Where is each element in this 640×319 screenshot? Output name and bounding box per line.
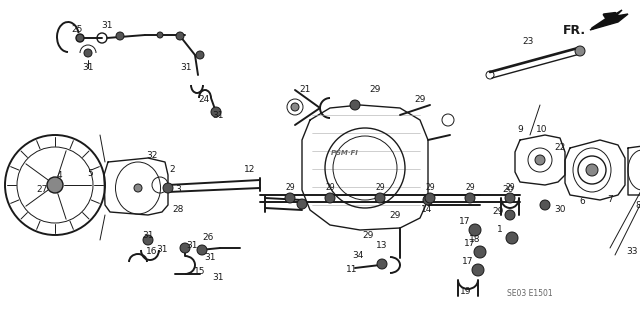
Text: 32: 32 bbox=[147, 151, 157, 160]
Text: 14: 14 bbox=[421, 205, 433, 214]
Circle shape bbox=[291, 103, 299, 111]
Circle shape bbox=[157, 32, 163, 38]
Text: 10: 10 bbox=[536, 125, 548, 135]
Text: 29: 29 bbox=[389, 211, 401, 219]
Text: 31: 31 bbox=[180, 63, 192, 72]
Circle shape bbox=[285, 193, 295, 203]
Text: 11: 11 bbox=[346, 265, 358, 275]
Text: 29: 29 bbox=[375, 183, 385, 192]
Text: 17: 17 bbox=[460, 218, 471, 226]
Circle shape bbox=[47, 177, 63, 193]
Circle shape bbox=[575, 46, 585, 56]
Text: 30: 30 bbox=[554, 205, 566, 214]
Circle shape bbox=[425, 193, 435, 203]
Text: 25: 25 bbox=[71, 26, 83, 34]
Text: 31: 31 bbox=[142, 231, 154, 240]
Circle shape bbox=[472, 264, 484, 276]
Text: 31: 31 bbox=[83, 63, 93, 72]
Circle shape bbox=[586, 164, 598, 176]
Text: 31: 31 bbox=[212, 110, 224, 120]
Circle shape bbox=[211, 107, 221, 117]
Circle shape bbox=[377, 259, 387, 269]
Text: 7: 7 bbox=[607, 196, 613, 204]
Text: 15: 15 bbox=[195, 268, 205, 277]
Text: FR.: FR. bbox=[563, 24, 586, 36]
Text: 29: 29 bbox=[325, 183, 335, 192]
Circle shape bbox=[350, 100, 360, 110]
Text: 29: 29 bbox=[285, 183, 295, 192]
Text: 17: 17 bbox=[464, 240, 476, 249]
Text: PGM·FI: PGM·FI bbox=[331, 150, 359, 156]
Circle shape bbox=[375, 193, 385, 203]
Text: 2: 2 bbox=[169, 166, 175, 174]
Text: 29: 29 bbox=[505, 183, 515, 192]
Circle shape bbox=[540, 200, 550, 210]
Text: 29: 29 bbox=[425, 183, 435, 192]
Text: 1: 1 bbox=[497, 226, 503, 234]
Text: 26: 26 bbox=[202, 234, 214, 242]
Text: 29: 29 bbox=[362, 231, 374, 240]
Text: 21: 21 bbox=[300, 85, 310, 94]
Text: 31: 31 bbox=[156, 246, 168, 255]
Circle shape bbox=[196, 51, 204, 59]
Circle shape bbox=[325, 193, 335, 203]
Text: 29: 29 bbox=[369, 85, 381, 94]
Circle shape bbox=[474, 246, 486, 258]
Circle shape bbox=[163, 183, 173, 193]
Text: 23: 23 bbox=[522, 38, 534, 47]
Circle shape bbox=[84, 49, 92, 57]
Text: 33: 33 bbox=[627, 248, 637, 256]
Text: 31: 31 bbox=[212, 273, 224, 283]
Text: 16: 16 bbox=[147, 248, 157, 256]
Text: 19: 19 bbox=[460, 287, 472, 296]
Circle shape bbox=[180, 243, 190, 253]
Text: 13: 13 bbox=[376, 241, 388, 249]
Circle shape bbox=[535, 155, 545, 165]
Circle shape bbox=[197, 245, 207, 255]
Text: 4: 4 bbox=[56, 170, 62, 180]
Text: 17: 17 bbox=[462, 257, 474, 266]
Circle shape bbox=[143, 235, 153, 245]
Text: 6: 6 bbox=[579, 197, 585, 206]
Text: 27: 27 bbox=[36, 186, 48, 195]
Circle shape bbox=[297, 199, 307, 209]
Text: 8: 8 bbox=[635, 201, 640, 210]
Text: 18: 18 bbox=[469, 235, 481, 244]
Text: SE03 E1501: SE03 E1501 bbox=[507, 290, 553, 299]
Circle shape bbox=[505, 193, 515, 203]
Text: 5: 5 bbox=[87, 168, 93, 177]
Text: 31: 31 bbox=[101, 21, 113, 31]
Text: 20: 20 bbox=[502, 186, 514, 195]
Circle shape bbox=[465, 193, 475, 203]
Circle shape bbox=[505, 210, 515, 220]
Text: 3: 3 bbox=[175, 186, 181, 195]
Circle shape bbox=[423, 195, 433, 205]
Circle shape bbox=[76, 34, 84, 42]
Text: 24: 24 bbox=[198, 95, 210, 105]
Text: 9: 9 bbox=[517, 125, 523, 135]
Circle shape bbox=[176, 32, 184, 40]
Text: 31: 31 bbox=[186, 241, 198, 249]
Text: 31: 31 bbox=[204, 254, 216, 263]
Text: 29: 29 bbox=[492, 207, 504, 217]
Circle shape bbox=[506, 232, 518, 244]
Text: 29: 29 bbox=[414, 95, 426, 105]
Polygon shape bbox=[590, 10, 628, 30]
Text: 29: 29 bbox=[465, 183, 475, 192]
Circle shape bbox=[469, 224, 481, 236]
Circle shape bbox=[134, 184, 142, 192]
Text: 28: 28 bbox=[172, 205, 184, 214]
Circle shape bbox=[116, 32, 124, 40]
Text: 22: 22 bbox=[554, 144, 566, 152]
Text: 12: 12 bbox=[244, 166, 256, 174]
Text: 34: 34 bbox=[352, 250, 364, 259]
